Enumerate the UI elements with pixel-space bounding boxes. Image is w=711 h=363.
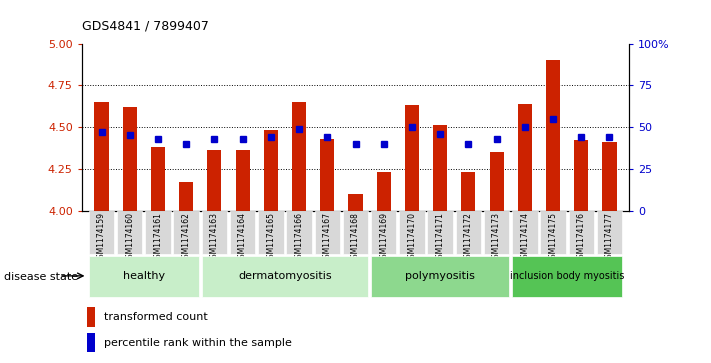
Text: percentile rank within the sample: percentile rank within the sample	[104, 338, 292, 348]
Bar	[95, 102, 109, 211]
FancyBboxPatch shape	[540, 211, 566, 254]
Text: disease state: disease state	[4, 272, 77, 282]
Bar	[179, 182, 193, 211]
Bar	[518, 104, 532, 211]
FancyBboxPatch shape	[173, 211, 199, 254]
FancyBboxPatch shape	[512, 256, 622, 297]
FancyBboxPatch shape	[258, 211, 284, 254]
Text: GSM1174173: GSM1174173	[492, 212, 501, 263]
Text: GSM1174164: GSM1174164	[238, 212, 247, 263]
Text: GDS4841 / 7899407: GDS4841 / 7899407	[82, 20, 208, 33]
FancyBboxPatch shape	[484, 211, 509, 254]
FancyBboxPatch shape	[314, 211, 340, 254]
Text: healthy: healthy	[123, 271, 165, 281]
Bar	[123, 107, 137, 211]
Bar	[264, 130, 278, 211]
Bar	[461, 172, 476, 211]
FancyBboxPatch shape	[287, 211, 311, 254]
Text: GSM1174160: GSM1174160	[125, 212, 134, 263]
Bar	[208, 150, 221, 211]
Bar	[602, 142, 616, 211]
Text: GSM1174169: GSM1174169	[379, 212, 388, 263]
FancyBboxPatch shape	[89, 211, 114, 254]
Text: GSM1174166: GSM1174166	[294, 212, 304, 263]
Text: GSM1174161: GSM1174161	[154, 212, 162, 263]
FancyBboxPatch shape	[202, 211, 227, 254]
Bar	[546, 60, 560, 211]
FancyBboxPatch shape	[371, 211, 397, 254]
Text: polymyositis: polymyositis	[405, 271, 475, 281]
FancyBboxPatch shape	[343, 211, 368, 254]
Text: dermatomyositis: dermatomyositis	[238, 271, 332, 281]
FancyBboxPatch shape	[145, 211, 171, 254]
Text: GSM1174159: GSM1174159	[97, 212, 106, 263]
FancyBboxPatch shape	[230, 211, 255, 254]
Bar	[433, 125, 447, 211]
Text: GSM1174172: GSM1174172	[464, 212, 473, 263]
Text: GSM1174171: GSM1174171	[436, 212, 444, 263]
FancyBboxPatch shape	[89, 256, 199, 297]
FancyBboxPatch shape	[512, 211, 538, 254]
Text: GSM1174176: GSM1174176	[577, 212, 586, 263]
FancyBboxPatch shape	[456, 211, 481, 254]
Text: GSM1174170: GSM1174170	[407, 212, 417, 263]
Bar	[574, 140, 588, 211]
FancyBboxPatch shape	[427, 211, 453, 254]
Bar	[377, 172, 391, 211]
Bar	[405, 105, 419, 211]
Text: transformed count: transformed count	[104, 312, 208, 322]
Text: GSM1174175: GSM1174175	[549, 212, 557, 263]
Text: GSM1174162: GSM1174162	[182, 212, 191, 263]
Bar	[151, 147, 165, 211]
Text: GSM1174174: GSM1174174	[520, 212, 529, 263]
Bar	[348, 194, 363, 211]
FancyBboxPatch shape	[202, 256, 368, 297]
FancyBboxPatch shape	[597, 211, 622, 254]
Bar	[490, 152, 503, 211]
Text: GSM1174177: GSM1174177	[605, 212, 614, 263]
FancyBboxPatch shape	[400, 211, 424, 254]
Bar	[320, 139, 334, 211]
Bar	[235, 150, 250, 211]
Bar	[87, 307, 95, 327]
FancyBboxPatch shape	[569, 211, 594, 254]
Text: GSM1174163: GSM1174163	[210, 212, 219, 263]
Text: inclusion body myositis: inclusion body myositis	[510, 271, 624, 281]
Text: GSM1174165: GSM1174165	[267, 212, 275, 263]
FancyBboxPatch shape	[371, 256, 509, 297]
Text: GSM1174168: GSM1174168	[351, 212, 360, 263]
Bar	[292, 102, 306, 211]
Bar	[87, 333, 95, 351]
FancyBboxPatch shape	[117, 211, 142, 254]
Text: GSM1174167: GSM1174167	[323, 212, 332, 263]
